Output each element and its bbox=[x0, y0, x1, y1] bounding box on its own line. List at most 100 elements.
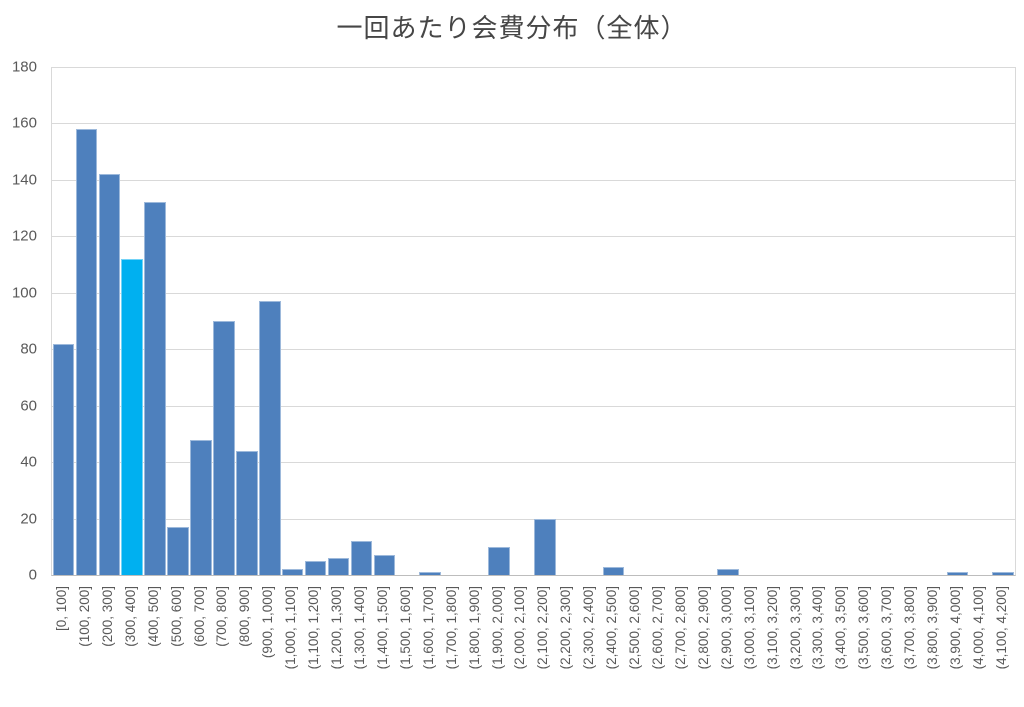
x-cell: (400, 500] bbox=[143, 582, 166, 704]
x-tick-label: (1,200, 1,300] bbox=[329, 586, 345, 670]
histogram-bar bbox=[717, 569, 739, 575]
x-cell: (700, 800] bbox=[211, 582, 234, 704]
x-tick-label: (2,500, 2,600] bbox=[627, 586, 643, 670]
bar-cell bbox=[52, 67, 75, 575]
x-cell: (2,500, 2,600] bbox=[624, 582, 647, 704]
y-tick-label-0: 0 bbox=[28, 566, 37, 584]
x-tick-label: (400, 500] bbox=[145, 586, 161, 647]
bar-cell bbox=[602, 67, 625, 575]
bar-cell bbox=[717, 67, 740, 575]
x-tick-label: (2,200, 2,300] bbox=[558, 586, 574, 670]
x-cell: (800, 900] bbox=[234, 582, 257, 704]
x-tick-label: (3,900, 4,000] bbox=[947, 586, 963, 670]
bar-cell bbox=[327, 67, 350, 575]
x-cell: (1,400, 1,500] bbox=[372, 582, 395, 704]
x-tick-label: (3,100, 3,200] bbox=[764, 586, 780, 670]
x-cell: (1,100, 1,200] bbox=[303, 582, 326, 704]
bar-cell bbox=[510, 67, 533, 575]
bar-cell bbox=[854, 67, 877, 575]
bar-cell bbox=[190, 67, 213, 575]
x-cell: [0, 100] bbox=[51, 582, 74, 704]
bar-cell bbox=[488, 67, 511, 575]
x-cell: (2,700, 2,800] bbox=[670, 582, 693, 704]
x-cell: (1,600, 1,700] bbox=[418, 582, 441, 704]
gridline-60 bbox=[52, 405, 1015, 407]
x-cell: (1,800, 1,900] bbox=[464, 582, 487, 704]
chart-title: 一回あたり会費分布（全体） bbox=[336, 13, 688, 43]
x-tick-label: (2,000, 2,100] bbox=[512, 586, 528, 670]
histogram-bar bbox=[350, 541, 373, 575]
bar-cell bbox=[258, 67, 281, 575]
x-tick-label: (2,400, 2,500] bbox=[604, 586, 620, 670]
x-tick-label: (3,200, 3,300] bbox=[787, 586, 803, 670]
histogram-bar bbox=[327, 558, 350, 575]
bar-cell bbox=[900, 67, 923, 575]
x-tick-label: (2,900, 3,000] bbox=[718, 586, 734, 670]
x-cell: (300, 400] bbox=[120, 582, 143, 704]
x-cell: (1,300, 1,400] bbox=[349, 582, 372, 704]
gridline-80 bbox=[52, 349, 1015, 351]
x-tick-label: (1,900, 2,000] bbox=[489, 586, 505, 670]
x-tick-label: (100, 200] bbox=[76, 586, 92, 647]
y-tick-label-20: 20 bbox=[20, 510, 37, 528]
y-tick-label-100: 100 bbox=[11, 284, 37, 302]
x-tick-label: [0, 100] bbox=[54, 586, 70, 632]
bar-cell bbox=[304, 67, 327, 575]
x-cell: (3,600, 3,700] bbox=[876, 582, 899, 704]
x-cell: (3,100, 3,200] bbox=[762, 582, 785, 704]
histogram-bar bbox=[304, 560, 327, 575]
x-cell: (100, 200] bbox=[74, 582, 97, 704]
bar-cell bbox=[281, 67, 304, 575]
x-cell: (4,000, 4,100] bbox=[968, 582, 991, 704]
x-cell: (2,200, 2,300] bbox=[555, 582, 578, 704]
bar-cell bbox=[625, 67, 648, 575]
x-cell: (200, 300] bbox=[97, 582, 120, 704]
bar-cell bbox=[763, 67, 786, 575]
bar-cell bbox=[671, 67, 694, 575]
histogram-bar bbox=[236, 450, 258, 575]
x-cell: (1,000, 1,100] bbox=[280, 582, 303, 704]
x-tick-label: (2,100, 2,200] bbox=[535, 586, 551, 670]
x-tick-label: (200, 300] bbox=[99, 586, 115, 647]
y-tick-label-60: 60 bbox=[20, 397, 37, 415]
x-tick-label: (1,700, 1,800] bbox=[443, 586, 459, 670]
highlighted-bar bbox=[121, 258, 143, 575]
x-tick-label: (4,000, 4,100] bbox=[970, 586, 986, 670]
histogram-bar bbox=[190, 439, 212, 575]
bar-cell bbox=[98, 67, 121, 575]
x-tick-label: (1,100, 1,200] bbox=[306, 586, 322, 670]
x-tick-label: (800, 900] bbox=[237, 586, 253, 647]
x-cell: (3,000, 3,100] bbox=[739, 582, 762, 704]
bar-cell bbox=[694, 67, 717, 575]
bar-cell bbox=[969, 67, 992, 575]
y-tick-label-160: 160 bbox=[11, 114, 37, 132]
x-cell: (3,200, 3,300] bbox=[785, 582, 808, 704]
histogram-bar bbox=[167, 527, 189, 575]
x-cell: (500, 600] bbox=[166, 582, 189, 704]
bar-cell bbox=[373, 67, 396, 575]
bar-cell bbox=[144, 67, 167, 575]
histogram-bar bbox=[258, 301, 281, 575]
x-tick-label: (1,300, 1,400] bbox=[352, 586, 368, 670]
x-cell: (3,500, 3,600] bbox=[853, 582, 876, 704]
bar-cell bbox=[465, 67, 488, 575]
x-tick-label: (3,300, 3,400] bbox=[810, 586, 826, 670]
x-cell: (900, 1,000] bbox=[257, 582, 280, 704]
bar-cell bbox=[923, 67, 946, 575]
histogram-bar bbox=[534, 518, 556, 575]
histogram-bar bbox=[213, 321, 235, 575]
bar-cell bbox=[740, 67, 763, 575]
x-cell: (1,500, 1,600] bbox=[395, 582, 418, 704]
x-tick-label: (2,700, 2,800] bbox=[672, 586, 688, 670]
gridline-100 bbox=[52, 292, 1015, 294]
bar-cell bbox=[212, 67, 235, 575]
x-cell: (2,900, 3,000] bbox=[716, 582, 739, 704]
histogram-bar bbox=[488, 546, 510, 575]
y-tick-label-80: 80 bbox=[20, 340, 37, 358]
x-cell: (3,800, 3,900] bbox=[922, 582, 945, 704]
x-tick-label: (3,800, 3,900] bbox=[925, 586, 941, 670]
bar-cell bbox=[533, 67, 556, 575]
histogram-bar bbox=[52, 343, 75, 575]
bars bbox=[52, 67, 1015, 575]
gridline-40 bbox=[52, 462, 1015, 464]
